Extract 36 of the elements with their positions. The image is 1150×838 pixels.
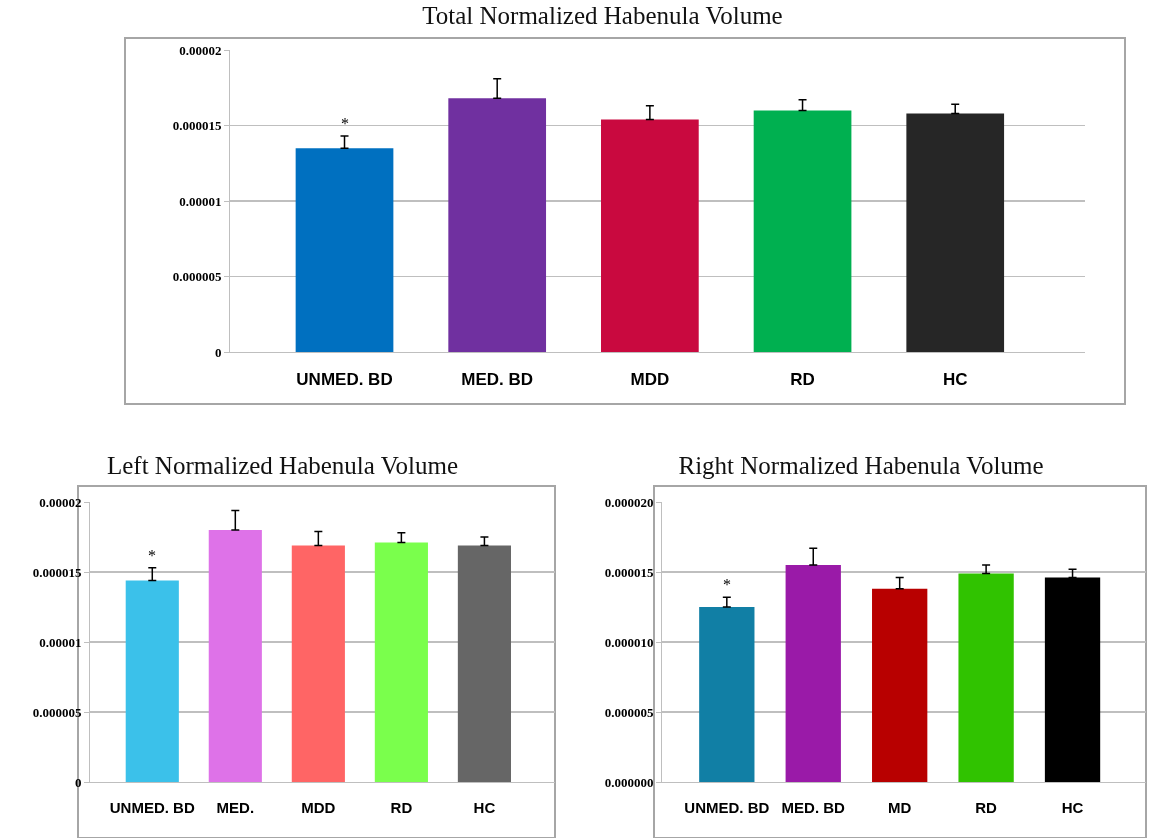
x-tick-label: HC <box>473 799 496 816</box>
y-tick-label: 0.00001 <box>39 634 82 650</box>
x-tick-label: RD <box>390 799 413 816</box>
y-tick-label: 0.000005 <box>172 269 222 285</box>
y-tick-label: 0.00001 <box>179 193 222 209</box>
x-tick-label: HC <box>942 370 968 390</box>
y-tick-label: 0.000010 <box>604 634 654 650</box>
x-tick-label: MDD <box>630 370 670 390</box>
y-tick-label: 0.000015 <box>32 564 82 580</box>
annotation: * <box>341 115 349 132</box>
x-tick-label: UNMED. BD <box>109 799 195 816</box>
x-tick-label: MDD <box>301 799 336 816</box>
y-tick-label: 0.000020 <box>604 494 654 510</box>
annotation: * <box>148 547 156 564</box>
y-tick-label: 0.000015 <box>604 564 654 580</box>
x-tick-label: MED. BD <box>781 799 846 816</box>
y-tick-label: 0 <box>214 344 222 360</box>
chart-title: Total Normalized Habenula Volume <box>422 1 783 29</box>
y-tick-label: 0.000005 <box>604 704 654 720</box>
x-tick-label: MED. BD <box>461 370 534 390</box>
y-tick-label: 0.000015 <box>172 118 222 134</box>
x-tick-label: RD <box>975 799 998 816</box>
x-tick-label: MED. <box>216 799 255 816</box>
y-tick-label: 0.00002 <box>179 42 222 58</box>
y-tick-label: 0 <box>74 774 82 790</box>
y-tick-label: 0.00002 <box>39 494 82 510</box>
y-tick-label: 0.000005 <box>32 704 82 720</box>
y-tick-label: 0.000000 <box>604 774 654 790</box>
x-tick-label: RD <box>790 370 815 390</box>
x-tick-label: HC <box>1061 799 1084 816</box>
chart-title: Left Normalized Habenula Volume <box>106 451 459 479</box>
x-tick-label: UNMED. BD <box>296 370 393 390</box>
chart-title: Right Normalized Habenula Volume <box>678 451 1044 479</box>
x-tick-label: UNMED. BD <box>684 799 770 816</box>
annotation: * <box>723 576 731 593</box>
x-tick-label: MD <box>888 799 912 816</box>
